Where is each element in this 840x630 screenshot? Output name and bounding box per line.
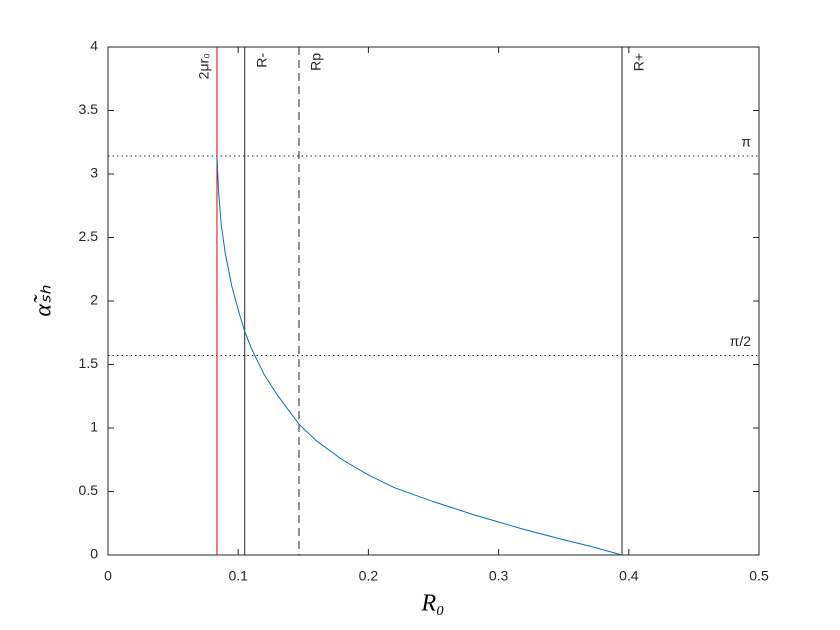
y-tick-label: 0 <box>90 546 98 562</box>
reference-label: R- <box>253 53 269 68</box>
reference-label: R+ <box>631 53 647 71</box>
x-tick-label: 0 <box>104 568 112 584</box>
reference-label: π <box>741 134 751 150</box>
x-tick-label: 0.3 <box>489 568 509 584</box>
x-tick-label: 0.5 <box>749 568 769 584</box>
x-axis-label: R₀ <box>420 591 444 617</box>
reference-label: Rp <box>308 53 324 71</box>
data-line <box>216 156 623 556</box>
x-tick-label: 0.1 <box>228 568 248 584</box>
y-tick-label: 2.5 <box>79 228 99 244</box>
y-tick-label: 3.5 <box>79 101 99 117</box>
reference-label: π/2 <box>730 333 752 349</box>
y-tick-label: 1.5 <box>79 355 99 371</box>
y-tick-label: 0.5 <box>79 482 99 498</box>
x-tick-label: 0.2 <box>359 568 379 584</box>
plot-area <box>107 46 760 556</box>
y-axis-label: α̃ₛₕ <box>31 285 57 317</box>
y-tick-label: 1 <box>90 419 98 435</box>
y-tick-label: 3 <box>90 165 98 181</box>
y-tick-label: 4 <box>90 38 98 54</box>
reference-label: 2μr₀ <box>196 53 212 80</box>
x-tick-label: 0.4 <box>619 568 639 584</box>
y-tick-label: 2 <box>90 292 98 308</box>
